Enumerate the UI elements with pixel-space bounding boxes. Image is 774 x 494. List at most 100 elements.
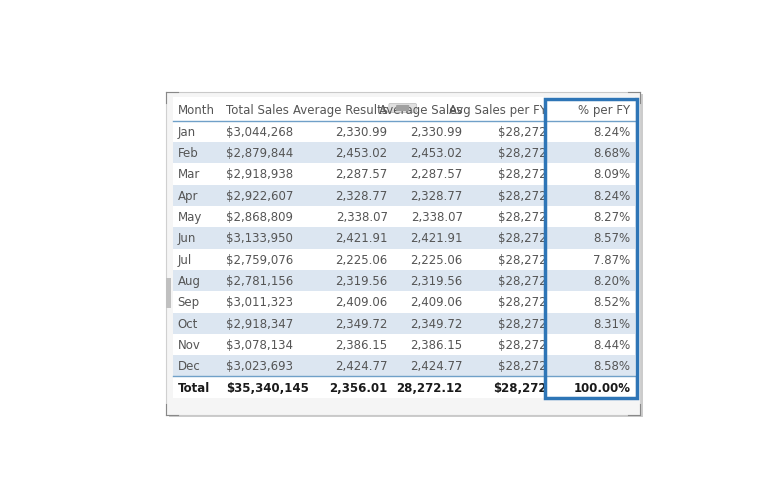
Text: 8.31%: 8.31%	[594, 318, 631, 331]
Text: $28,272: $28,272	[498, 232, 546, 246]
Bar	[173, 142, 635, 163]
Text: May: May	[178, 211, 202, 224]
Bar	[173, 313, 635, 334]
Text: $2,922,607: $2,922,607	[226, 190, 293, 203]
Text: Jun: Jun	[178, 232, 196, 246]
Bar	[173, 248, 635, 270]
Text: 2,421.91: 2,421.91	[410, 232, 463, 246]
Text: $28,272: $28,272	[498, 275, 546, 288]
Text: $28,272: $28,272	[498, 254, 546, 267]
Text: $28,272: $28,272	[498, 339, 546, 352]
Text: Nov: Nov	[178, 339, 200, 352]
Bar	[173, 227, 635, 248]
Text: $3,044,268: $3,044,268	[226, 126, 293, 139]
Text: $28,272: $28,272	[493, 382, 546, 395]
Text: 2,421.91: 2,421.91	[335, 232, 388, 246]
Text: 7.87%: 7.87%	[594, 254, 631, 267]
Bar	[173, 291, 635, 313]
Text: Avg Sales per FY: Avg Sales per FY	[449, 104, 546, 118]
Text: Total Sales: Total Sales	[226, 104, 289, 118]
Bar	[166, 278, 171, 308]
Text: 8.20%: 8.20%	[594, 275, 631, 288]
Bar	[166, 91, 639, 415]
Text: Month: Month	[178, 104, 214, 118]
Text: Total: Total	[178, 382, 210, 395]
Text: 2,386.15: 2,386.15	[336, 339, 388, 352]
Text: 2,328.77: 2,328.77	[410, 190, 463, 203]
Text: Mar: Mar	[178, 168, 200, 181]
Text: 2,356.01: 2,356.01	[330, 382, 388, 395]
Text: 2,349.72: 2,349.72	[410, 318, 463, 331]
Text: $28,272: $28,272	[498, 361, 546, 373]
Text: 8.58%: 8.58%	[594, 361, 631, 373]
Text: $3,011,323: $3,011,323	[226, 296, 293, 309]
Text: 2,225.06: 2,225.06	[335, 254, 388, 267]
Text: $2,759,076: $2,759,076	[226, 254, 293, 267]
Text: 8.57%: 8.57%	[594, 232, 631, 246]
Text: $3,078,134: $3,078,134	[226, 339, 293, 352]
Text: 28,272.12: 28,272.12	[396, 382, 463, 395]
Text: Feb: Feb	[178, 147, 198, 160]
Bar	[173, 206, 635, 227]
Text: $2,879,844: $2,879,844	[226, 147, 293, 160]
Text: 2,287.57: 2,287.57	[410, 168, 463, 181]
Text: 8.52%: 8.52%	[594, 296, 631, 309]
Text: 8.09%: 8.09%	[594, 168, 631, 181]
Text: 8.24%: 8.24%	[594, 126, 631, 139]
Text: $3,023,693: $3,023,693	[226, 361, 293, 373]
Bar	[173, 355, 635, 376]
Bar	[173, 334, 635, 355]
Text: 2,225.06: 2,225.06	[410, 254, 463, 267]
Text: $2,918,938: $2,918,938	[226, 168, 293, 181]
Text: $2,918,347: $2,918,347	[226, 318, 293, 331]
Text: 2,424.77: 2,424.77	[410, 361, 463, 373]
Text: $28,272: $28,272	[498, 211, 546, 224]
Text: Sep: Sep	[178, 296, 200, 309]
Bar	[173, 97, 635, 398]
Text: 2,319.56: 2,319.56	[410, 275, 463, 288]
Text: $28,272: $28,272	[498, 318, 546, 331]
Text: $28,272: $28,272	[498, 147, 546, 160]
Text: Apr: Apr	[178, 190, 198, 203]
Bar	[173, 270, 635, 291]
Text: 8.44%: 8.44%	[594, 339, 631, 352]
Text: Average Sales: Average Sales	[379, 104, 463, 118]
Text: 2,453.02: 2,453.02	[336, 147, 388, 160]
Text: 8.68%: 8.68%	[594, 147, 631, 160]
Text: % per FY: % per FY	[578, 104, 631, 118]
Text: Jan: Jan	[178, 126, 196, 139]
Text: $35,340,145: $35,340,145	[226, 382, 309, 395]
Bar	[173, 99, 635, 121]
Text: 2,330.99: 2,330.99	[336, 126, 388, 139]
Text: $28,272: $28,272	[498, 126, 546, 139]
FancyBboxPatch shape	[389, 103, 416, 113]
Text: 2,319.56: 2,319.56	[335, 275, 388, 288]
Text: 2,453.02: 2,453.02	[410, 147, 463, 160]
Text: 2,386.15: 2,386.15	[410, 339, 463, 352]
Text: $3,133,950: $3,133,950	[226, 232, 293, 246]
FancyBboxPatch shape	[396, 105, 409, 111]
Text: 2,330.99: 2,330.99	[410, 126, 463, 139]
Text: $28,272: $28,272	[498, 296, 546, 309]
Text: 2,349.72: 2,349.72	[335, 318, 388, 331]
Text: 2,409.06: 2,409.06	[335, 296, 388, 309]
Bar	[173, 185, 635, 206]
Bar	[173, 163, 635, 185]
Text: 2,338.07: 2,338.07	[411, 211, 463, 224]
Text: 100.00%: 100.00%	[574, 382, 631, 395]
Text: 8.24%: 8.24%	[594, 190, 631, 203]
Text: Jul: Jul	[178, 254, 192, 267]
Text: 8.27%: 8.27%	[594, 211, 631, 224]
Bar	[173, 121, 635, 142]
Text: Dec: Dec	[178, 361, 200, 373]
Text: $28,272: $28,272	[498, 168, 546, 181]
Bar	[173, 376, 635, 398]
Bar	[546, 99, 636, 398]
Text: 2,287.57: 2,287.57	[335, 168, 388, 181]
Text: 2,424.77: 2,424.77	[335, 361, 388, 373]
Text: Average Results: Average Results	[293, 104, 388, 118]
Text: 2,328.77: 2,328.77	[335, 190, 388, 203]
Text: Oct: Oct	[178, 318, 198, 331]
Bar	[170, 94, 643, 417]
Text: Aug: Aug	[178, 275, 200, 288]
